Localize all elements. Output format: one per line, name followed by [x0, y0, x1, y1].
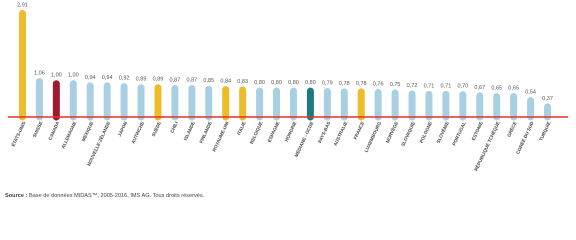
bar [510, 93, 518, 121]
x-tick-label: TURQUIE [538, 121, 551, 142]
value-label: 0,65 [508, 86, 519, 92]
bar [18, 10, 26, 121]
bar [306, 87, 314, 121]
bar [205, 85, 213, 121]
bar [35, 78, 43, 121]
value-label: 0,87 [186, 77, 197, 83]
bar [154, 84, 162, 121]
value-label: 0,87 [170, 77, 181, 83]
x-tick-label: HONGRIE [284, 121, 298, 143]
bar [442, 90, 450, 121]
value-label: 0,54 [525, 90, 536, 96]
bar [527, 97, 535, 121]
bar [171, 85, 179, 121]
x-tick-label: ESTONIE [471, 121, 484, 141]
bar [544, 103, 552, 121]
value-label: 0,89 [136, 77, 147, 83]
value-label: 1,06 [34, 70, 45, 76]
x-tick-label: FRANCE [353, 121, 366, 140]
value-label: 0,92 [119, 76, 130, 82]
value-label: 0,76 [373, 82, 384, 88]
value-label: 0,72 [407, 83, 418, 89]
value-label: 1,00 [51, 73, 62, 79]
value-label: 0,75 [390, 82, 401, 88]
value-label: 0,71 [441, 83, 452, 89]
bar [340, 88, 348, 121]
x-tick-label: SLOVAQUIE [400, 121, 416, 147]
bar [425, 90, 433, 121]
value-label: 0,80 [288, 80, 299, 86]
bar [357, 88, 365, 121]
x-tick-label: ROYAUME-UNI [211, 121, 229, 153]
bar [239, 86, 247, 121]
value-label: 0,65 [491, 86, 502, 92]
bar [188, 85, 196, 121]
value-label: 0,80 [254, 80, 265, 86]
bar [69, 80, 77, 121]
value-label: 0,80 [271, 80, 282, 86]
value-label: 0,94 [85, 75, 96, 81]
x-tick-label: ITALIE [236, 121, 247, 136]
x-tick-label: ÉTATS-UNIS [9, 120, 27, 147]
x-tick-label: JAPON [117, 120, 129, 137]
x-tick-label: SLOVÉNIE [434, 120, 450, 144]
bar [256, 87, 264, 121]
x-tick-label: SUISSE [32, 121, 44, 138]
x-tick-label: ESPAGNE [267, 121, 281, 143]
bar [273, 87, 281, 121]
value-label: 0,84 [220, 79, 231, 85]
bar [391, 89, 399, 121]
bar [493, 93, 501, 121]
source-text: Base de données MIDAS™, 2005-2016, IMS A… [29, 193, 205, 199]
value-label: 0,78 [356, 81, 367, 87]
source: Source : Base de données MIDAS™, 2005-20… [5, 193, 205, 199]
bar [408, 90, 416, 121]
chart: Source : Base de données MIDAS™, 2005-20… [5, 2, 568, 199]
bar [374, 89, 382, 121]
value-label: 0,85 [203, 78, 214, 84]
value-label: 0,70 [457, 84, 468, 90]
bar [459, 91, 467, 121]
x-tick-label: CANADA [47, 120, 60, 141]
bar [476, 92, 484, 121]
x-tick-label: GRÈCE [504, 120, 517, 138]
x-tick-label: PORTUGAL [451, 121, 467, 147]
x-tick-label: ISLANDE [183, 121, 196, 141]
x-tick-label: CHILI [169, 121, 179, 134]
value-label: 0,37 [542, 96, 553, 102]
value-label: 0,71 [424, 83, 435, 89]
value-label: 1,00 [68, 73, 79, 79]
value-label: 0,89 [153, 77, 164, 83]
bar [86, 82, 94, 121]
value-label: 0,94 [102, 75, 113, 81]
value-label: 2,91 [17, 2, 28, 8]
x-tick-label: POLOGNE [419, 121, 433, 144]
x-tick-label: PAYS-BAS [317, 121, 331, 144]
x-tick-label: LUXEMBOURG [364, 120, 383, 153]
bar [103, 82, 111, 121]
source-label: Source : [5, 193, 28, 199]
bar [222, 86, 230, 121]
x-tick-label: MEXIQUE [81, 121, 94, 142]
value-label: 0,83 [237, 79, 248, 85]
bar [137, 84, 145, 121]
value-label: 0,79 [322, 80, 333, 86]
value-label: 0,80 [305, 80, 316, 86]
x-tick-label: ALLEMAGNE [60, 121, 77, 149]
bar [120, 83, 128, 121]
bar [323, 87, 331, 121]
x-tick-label: SUÈDE [149, 120, 162, 137]
x-tick-label: AUSTRALIE [333, 121, 349, 147]
bar [52, 80, 60, 121]
x-tick-label: FINLANDE [198, 121, 212, 144]
x-tick-label: NORVÈGE [383, 120, 399, 144]
x-tick-label: BELGIQUE [249, 121, 264, 145]
value-label: 0,78 [339, 81, 350, 87]
value-label: 0,67 [474, 85, 485, 91]
x-tick-label: AUTRICHE [130, 121, 145, 145]
bar [289, 87, 297, 121]
